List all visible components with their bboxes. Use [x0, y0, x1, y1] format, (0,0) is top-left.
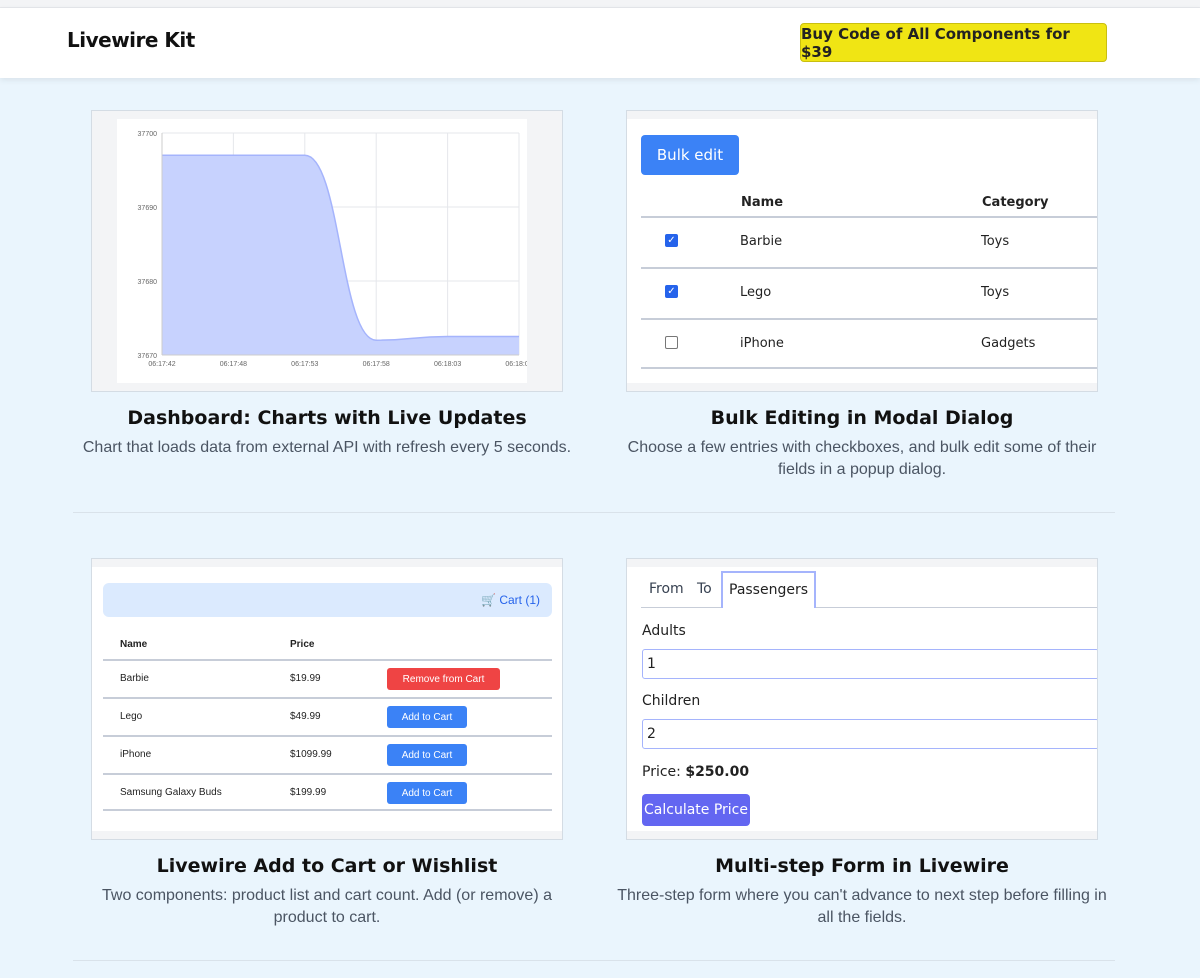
cart-icon: 🛒: [481, 593, 496, 607]
x-tick-label: 06:17:53: [291, 361, 318, 368]
product-price: $199.99: [290, 787, 327, 798]
bulk-edit-button[interactable]: Bulk edit: [641, 135, 739, 175]
cart-panel: 🛒 Cart (1) Name Price Barbie $19.99 Remo…: [92, 567, 562, 831]
children-label: Children: [642, 693, 701, 709]
card-description: Three-step form where you can't advance …: [617, 887, 1107, 926]
row-name: iPhone: [740, 336, 784, 351]
site-logo[interactable]: Livewire Kit: [67, 28, 195, 52]
column-header-category: Category: [982, 195, 1049, 210]
remove-from-cart-button[interactable]: Remove from Cart: [387, 668, 500, 690]
bulk-edit-preview[interactable]: Bulk edit Name Category ✓ Barbie Toys ✓ …: [626, 110, 1098, 392]
column-header-name: Name: [120, 639, 148, 650]
tab-passengers[interactable]: Passengers: [721, 571, 817, 608]
bulk-edit-panel: Bulk edit Name Category ✓ Barbie Toys ✓ …: [627, 119, 1097, 383]
row-name: Barbie: [740, 234, 783, 249]
product-name: iPhone: [120, 749, 152, 760]
row-checkbox[interactable]: ✓: [665, 234, 678, 247]
cart-count: Cart (1): [499, 593, 540, 607]
y-tick-label: 37670: [138, 353, 158, 360]
table-row: Samsung Galaxy Buds $199.99 Add to Cart: [103, 773, 552, 811]
product-price: $19.99: [290, 673, 321, 684]
top-border: [0, 0, 1200, 8]
column-header-name: Name: [741, 195, 784, 210]
site-header: Livewire Kit Buy Code of All Components …: [0, 8, 1200, 78]
card-description: Chart that loads data from external API …: [82, 439, 572, 456]
buy-code-button[interactable]: Buy Code of All Components for $39: [800, 23, 1107, 62]
adults-field[interactable]: 1: [642, 649, 1097, 679]
add-to-cart-button[interactable]: Add to Cart: [387, 706, 467, 728]
table-row: Barbie $19.99 Remove from Cart: [103, 659, 552, 697]
chart-preview[interactable]: 37700 37690 37680 37670 06:17:42 06:17:48 06:1…: [91, 110, 563, 392]
table-row: ✓ Barbie Toys: [641, 216, 1097, 267]
table-row: ✓ Lego Toys: [641, 267, 1097, 318]
price-value: $250.00: [685, 764, 750, 780]
section-divider: [73, 512, 1115, 513]
chart-panel: 37700 37690 37680 37670 06:17:42 06:17:48 06:1…: [117, 119, 527, 383]
product-price: $49.99: [290, 711, 321, 722]
x-tick-label: 06:17:48: [220, 361, 247, 368]
form-panel: From To Passengers Adults 1 Children 2 P…: [627, 567, 1097, 831]
row-category: Toys: [981, 234, 1010, 249]
series-area: [162, 155, 519, 355]
card-description: Choose a few entries with checkboxes, an…: [627, 439, 1097, 478]
table-row: iPhone $1099.99 Add to Cart: [103, 735, 552, 773]
card-description: Two components: product list and cart co…: [102, 887, 552, 926]
y-tick-label: 37680: [138, 279, 158, 286]
add-to-cart-button[interactable]: Add to Cart: [387, 782, 467, 804]
calculate-price-button[interactable]: Calculate Price: [642, 794, 750, 826]
product-price: $1099.99: [290, 749, 332, 760]
x-tick-label: 06:17:58: [363, 361, 390, 368]
product-name: Samsung Galaxy Buds: [120, 787, 222, 798]
children-field[interactable]: 2: [642, 719, 1097, 749]
adults-label: Adults: [642, 623, 686, 639]
x-tick-label: 06:18:03: [434, 361, 461, 368]
cart-link[interactable]: 🛒 Cart (1): [481, 593, 540, 607]
product-name: Barbie: [120, 673, 149, 684]
price-line: Price: $250.00: [642, 764, 749, 780]
y-tick-label: 37690: [138, 205, 158, 212]
x-tick-label: 06:18:08: [505, 361, 527, 368]
tab-to[interactable]: To: [697, 581, 712, 597]
add-to-cart-preview[interactable]: 🛒 Cart (1) Name Price Barbie $19.99 Remo…: [91, 558, 563, 840]
section-divider: [73, 960, 1115, 961]
y-tick-label: 37700: [138, 131, 158, 138]
multi-step-form-preview[interactable]: From To Passengers Adults 1 Children 2 P…: [626, 558, 1098, 840]
add-to-cart-button[interactable]: Add to Cart: [387, 744, 467, 766]
tabs-underline: [641, 607, 1097, 608]
row-checkbox[interactable]: ✓: [665, 285, 678, 298]
column-header-price: Price: [290, 639, 315, 650]
card-title[interactable]: Bulk Editing in Modal Dialog: [710, 407, 1014, 429]
table-row: iPhone Gadgets: [641, 318, 1097, 369]
x-tick-label: 06:17:42: [148, 361, 175, 368]
series-line: [162, 154, 519, 341]
row-name: Lego: [740, 285, 772, 300]
product-name: Lego: [120, 711, 143, 722]
price-label: Price:: [642, 764, 681, 780]
tab-from[interactable]: From: [649, 581, 684, 597]
card-title[interactable]: Multi-step Form in Livewire: [715, 855, 1009, 877]
row-checkbox[interactable]: [665, 336, 678, 349]
row-category: Toys: [981, 285, 1010, 300]
card-title[interactable]: Livewire Add to Cart or Wishlist: [156, 855, 498, 877]
row-category: Gadgets: [981, 336, 1036, 351]
table-row: Lego $49.99 Add to Cart: [103, 697, 552, 735]
cart-bar: 🛒 Cart (1): [103, 583, 552, 617]
card-title[interactable]: Dashboard: Charts with Live Updates: [127, 407, 527, 429]
